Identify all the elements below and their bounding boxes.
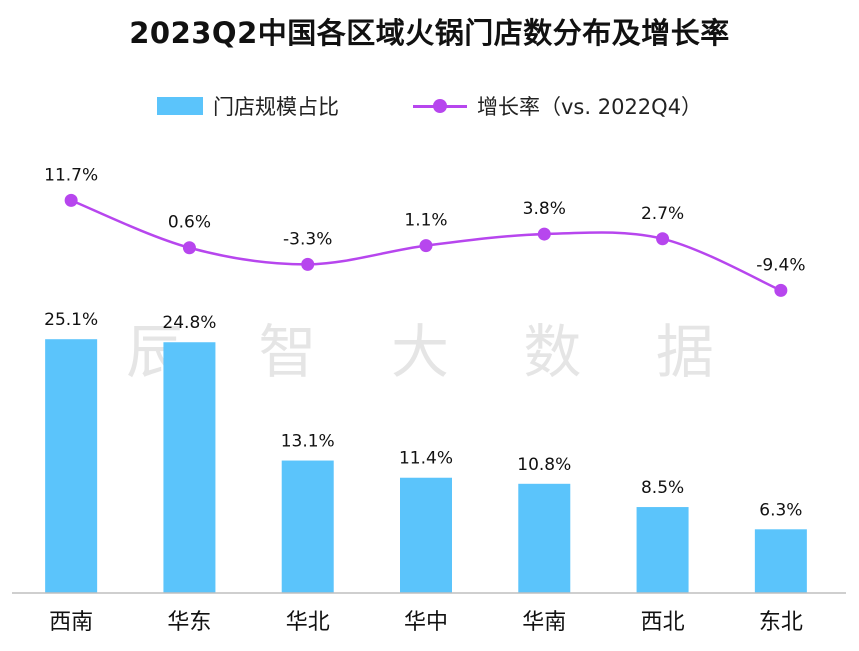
bar-东北 — [754, 529, 807, 593]
legend-line-label: 增长率（vs. 2022Q4） — [477, 95, 703, 119]
legend-line-swatch — [413, 97, 467, 115]
legend: 门店规模占比 增长率（vs. 2022Q4） — [0, 86, 859, 126]
growth-label-东北: -9.4% — [756, 255, 805, 275]
bar-label-西北: 8.5% — [641, 478, 684, 498]
growth-point-华南 — [537, 227, 551, 241]
line-series: 11.7% 0.6% -3.3% 1.1% 3.8% 2.7% -9.4% — [44, 165, 806, 297]
legend-item-bar[interactable]: 门店规模占比 — [157, 86, 339, 126]
x-axis-labels: 西南 华东 华北 华中 华南 西北 东北 — [49, 610, 803, 635]
x-label-华北: 华北 — [286, 610, 330, 635]
bar-西北 — [636, 507, 689, 593]
growth-point-西南 — [64, 193, 78, 207]
bar-华南 — [518, 483, 571, 593]
legend-item-line[interactable]: 增长率（vs. 2022Q4） — [413, 86, 702, 126]
legend-bar-swatch — [157, 97, 203, 115]
legend-bar-label: 门店规模占比 — [213, 95, 339, 119]
bar-label-华中: 11.4% — [399, 449, 453, 469]
bar-华中 — [400, 477, 452, 593]
bar-西南 — [45, 339, 98, 593]
x-label-华东: 华东 — [167, 610, 211, 635]
watermark: 辰 智 大 数 据 — [126, 318, 742, 386]
growth-point-东北 — [774, 283, 788, 297]
x-label-华中: 华中 — [404, 610, 448, 635]
bar-label-华北: 13.1% — [281, 432, 335, 452]
growth-point-西北 — [656, 232, 670, 246]
growth-point-华北 — [301, 257, 315, 271]
growth-point-华中 — [419, 239, 433, 253]
chart-title: 2023Q2中国各区域火锅门店数分布及增长率 — [129, 16, 730, 50]
bar-label-华南: 10.8% — [517, 455, 571, 475]
x-label-华南: 华南 — [522, 610, 566, 635]
bar-series: 25.1% 24.8% 13.1% 11.4% 10.8% 8.5% 6.3% — [44, 310, 807, 593]
growth-label-华南: 3.8% — [523, 199, 566, 219]
x-label-东北: 东北 — [759, 610, 803, 635]
growth-label-西南: 11.7% — [44, 165, 98, 185]
bar-label-东北: 6.3% — [759, 500, 802, 520]
x-label-西北: 西北 — [641, 610, 685, 635]
growth-label-华北: -3.3% — [283, 229, 332, 249]
x-label-西南: 西南 — [49, 610, 93, 635]
bar-华北 — [281, 460, 334, 593]
bar-label-华东: 24.8% — [162, 313, 216, 333]
bar-label-西南: 25.1% — [44, 310, 98, 330]
growth-label-华东: 0.6% — [168, 213, 211, 233]
growth-label-西北: 2.7% — [641, 204, 684, 224]
growth-point-华东 — [182, 241, 196, 255]
growth-label-华中: 1.1% — [404, 211, 447, 231]
bar-华东 — [163, 342, 216, 593]
